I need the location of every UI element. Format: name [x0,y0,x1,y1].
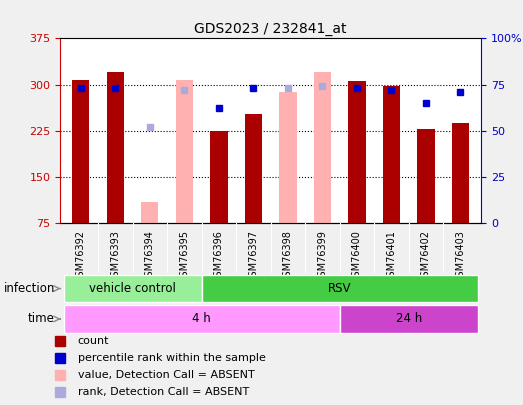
Text: GSM76394: GSM76394 [145,230,155,283]
Bar [64,305,339,333]
Bar [107,72,124,223]
Bar [314,72,331,223]
Text: RSV: RSV [328,282,351,295]
Text: GSM76403: GSM76403 [456,230,465,283]
Text: value, Detection Call = ABSENT: value, Detection Call = ABSENT [78,370,255,380]
Bar [210,130,228,223]
Bar [452,123,469,223]
Bar [245,114,262,223]
Text: count: count [78,336,109,346]
Text: GSM76396: GSM76396 [214,230,224,283]
Bar [383,86,400,223]
Text: GSM76399: GSM76399 [317,230,327,283]
Title: GDS2023 / 232841_at: GDS2023 / 232841_at [195,22,347,36]
Bar [72,80,89,223]
Text: rank, Detection Call = ABSENT: rank, Detection Call = ABSENT [78,387,249,397]
Text: infection: infection [4,282,55,295]
Bar [141,202,158,223]
Bar [64,275,202,302]
Text: time: time [28,312,55,326]
Text: 24 h: 24 h [395,312,422,326]
Text: percentile rank within the sample: percentile rank within the sample [78,353,266,363]
Text: 4 h: 4 h [192,312,211,326]
Text: GSM76401: GSM76401 [386,230,396,283]
Bar [339,305,477,333]
Bar [202,275,477,302]
Bar [417,129,435,223]
Text: vehicle control: vehicle control [89,282,176,295]
Text: GSM76398: GSM76398 [283,230,293,283]
Bar [348,81,366,223]
Text: GSM76402: GSM76402 [421,230,431,284]
Text: GSM76397: GSM76397 [248,230,258,284]
Text: GSM76395: GSM76395 [179,230,189,284]
Bar [279,92,297,223]
Text: GSM76392: GSM76392 [76,230,86,284]
Text: GSM76393: GSM76393 [110,230,120,283]
Text: GSM76400: GSM76400 [352,230,362,283]
Bar [176,80,193,223]
